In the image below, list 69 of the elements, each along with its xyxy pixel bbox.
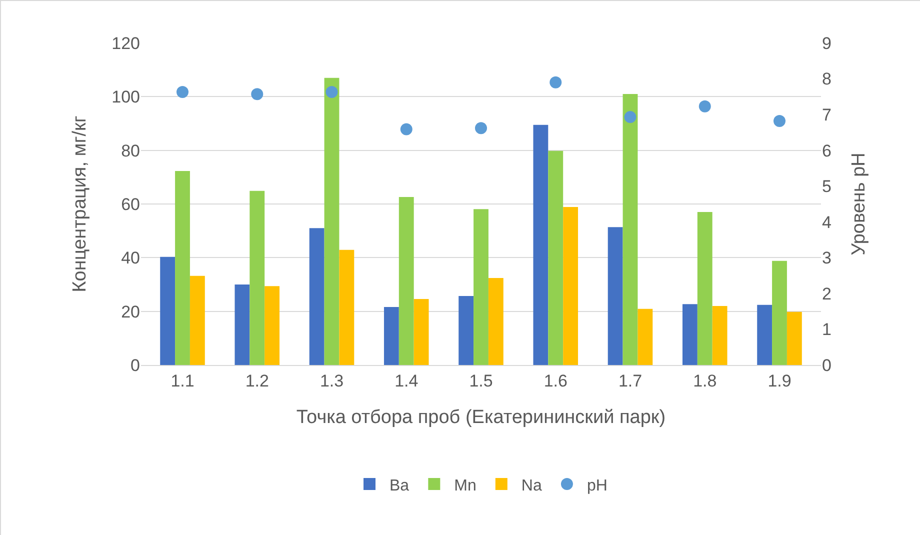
- point: [475, 122, 487, 134]
- bar: [190, 276, 205, 365]
- bar: [474, 209, 488, 365]
- point: [400, 123, 412, 136]
- bar: [563, 206, 578, 365]
- point: [326, 86, 338, 98]
- y2-tick-label: 6: [822, 141, 832, 160]
- y-tick-label: 0: [130, 356, 140, 375]
- bar: [175, 171, 190, 365]
- x-tick-label: 1.8: [693, 371, 717, 390]
- legend-label: pH: [586, 477, 608, 494]
- y-axis-title: Концентрация, мг/кг: [69, 116, 90, 292]
- bar: [414, 298, 429, 365]
- bar: [250, 190, 265, 365]
- x-tick-label: 1.3: [320, 371, 344, 390]
- y2-tick-label: 0: [822, 356, 832, 375]
- x-tick-label: 1.1: [170, 371, 194, 390]
- y2-tick-label: 9: [822, 34, 832, 53]
- bar: [548, 150, 564, 365]
- legend-label: Ba: [390, 477, 410, 494]
- point: [251, 88, 264, 100]
- y-tick-label: 20: [121, 302, 140, 322]
- bar: [309, 228, 324, 365]
- legend-label: Mn: [454, 477, 476, 494]
- x-tick-label: 1.9: [768, 371, 792, 390]
- y2-tick-label: 1: [822, 320, 832, 340]
- y2-tick-label: 5: [822, 177, 832, 196]
- y2-axis-title: Уровень pH: [848, 152, 870, 256]
- bar: [697, 212, 712, 365]
- x-tick-label: 1.6: [544, 371, 568, 390]
- y2-tick-label: 3: [822, 248, 832, 268]
- bar: [488, 278, 504, 365]
- x-tick-label: 1.4: [394, 371, 418, 390]
- bar: [264, 286, 280, 365]
- y-tick-label: 60: [121, 194, 140, 214]
- bar: [324, 78, 340, 365]
- x-tick-label: 1.7: [618, 371, 642, 390]
- bar: [622, 94, 638, 365]
- point: [774, 115, 786, 127]
- bar: [712, 306, 728, 365]
- x-tick-label: 1.5: [469, 371, 493, 390]
- bar: [339, 250, 354, 365]
- bar: [786, 312, 802, 365]
- x-axis-title: Точка отбора проб (Екатерининский парк): [296, 407, 666, 428]
- point: [550, 76, 562, 88]
- y-tick-label: 100: [112, 88, 140, 107]
- y2-tick-label: 4: [822, 212, 832, 232]
- bar: [234, 284, 250, 365]
- bar: [384, 307, 399, 365]
- y-tick-label: 40: [121, 248, 140, 268]
- y2-tick-label: 7: [822, 106, 832, 125]
- y2-tick-label: 2: [822, 284, 832, 304]
- point: [698, 100, 711, 112]
- bar: [772, 260, 787, 365]
- y-tick-label: 80: [121, 141, 140, 160]
- bar: [398, 197, 414, 365]
- bar: [533, 124, 548, 365]
- bar: [757, 304, 772, 365]
- x-tick-label: 1.2: [245, 371, 269, 390]
- point: [624, 111, 636, 124]
- legend-label: Na: [521, 477, 542, 494]
- y-tick-label: 120: [112, 34, 140, 53]
- bar: [608, 227, 623, 365]
- bar: [682, 304, 698, 365]
- bar: [638, 308, 653, 365]
- y2-tick-label: 8: [822, 70, 832, 89]
- bar: [160, 256, 176, 365]
- bar: [458, 296, 474, 365]
- point: [176, 86, 188, 98]
